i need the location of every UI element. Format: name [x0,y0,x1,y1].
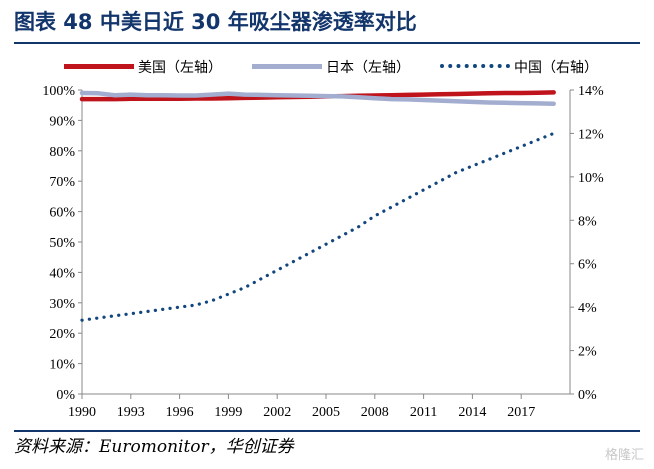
legend-label-china: 中国（右轴） [514,60,598,76]
right-tick-label: 2% [578,345,597,360]
left-tick-label: 80% [49,145,75,160]
right-tick-label: 14% [578,84,604,99]
series-line-china [80,131,556,322]
chart-title: 图表 48 中美日近 30 年吸尘器渗透率对比 [14,10,417,34]
x-tick-label: 1996 [166,405,194,420]
left-tick-label: 70% [49,175,75,190]
watermark-logo: 格隆汇 [604,448,644,463]
left-tick-label: 10% [49,358,75,373]
source-note: 资料来源：Euromonitor，华创证券 [14,437,294,457]
source-divider [14,430,640,432]
x-tick-label: 1999 [214,405,242,420]
left-tick-label: 40% [49,266,75,281]
x-tick-label: 2011 [410,405,437,420]
legend-swatch-china [440,64,510,68]
chart-legend: 美国（左轴） 日本（左轴） 中国（右轴） [0,54,654,78]
left-tick-label: 20% [49,327,75,342]
left-tick-label: 100% [42,84,75,99]
legend-label-us: 美国（左轴） [138,60,222,76]
legend-label-japan: 日本（左轴） [326,60,410,76]
legend-swatch-japan [252,64,322,69]
right-tick-label: 12% [578,127,604,142]
x-tick-label: 1993 [117,405,145,420]
right-tick-label: 6% [578,258,597,273]
x-tick-label: 2002 [263,405,291,420]
x-tick-label: 2017 [507,405,535,420]
legend-swatch-us [64,64,134,69]
left-tick-label: 90% [49,114,75,129]
right-tick-label: 0% [578,388,597,403]
x-tick-label: 2014 [458,405,486,420]
series-line-japan [79,90,556,106]
right-tick-label: 8% [578,214,597,229]
x-tick-label: 2005 [312,405,340,420]
x-tick-label: 1990 [68,405,96,420]
left-tick-label: 60% [49,206,75,221]
x-tick-label: 2008 [361,405,389,420]
left-tick-label: 0% [56,388,75,403]
line-chart: 0% 10% 20% 30% 40% 50% 60% 70% 80% 90% 100% 0% 2% 4% 6… [42,84,604,420]
left-tick-label: 30% [49,297,75,312]
right-tick-label: 10% [578,171,604,186]
left-tick-label: 50% [49,236,75,251]
title-divider [14,42,640,44]
right-tick-label: 4% [578,301,597,316]
